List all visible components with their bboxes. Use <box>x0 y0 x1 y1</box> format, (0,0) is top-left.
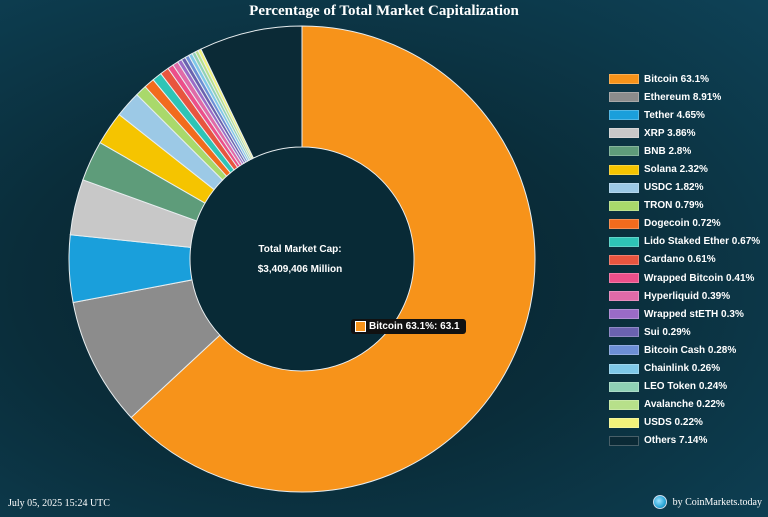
legend-item[interactable]: Avalanche 0.22% <box>609 396 768 414</box>
legend-swatch <box>609 128 639 139</box>
timestamp: July 05, 2025 15:24 UTC <box>8 498 110 509</box>
legend-item[interactable]: USDS 0.22% <box>609 414 768 432</box>
legend-item[interactable]: Bitcoin 63.1% <box>609 70 768 88</box>
legend-item[interactable]: XRP 3.86% <box>609 124 768 142</box>
legend-item[interactable]: Chainlink 0.26% <box>609 360 768 378</box>
legend-swatch <box>609 164 639 175</box>
legend-label: Bitcoin Cash 0.28% <box>644 344 737 356</box>
legend-label: Lido Staked Ether 0.67% <box>644 236 761 248</box>
legend-label: LEO Token 0.24% <box>644 381 728 393</box>
legend-item[interactable]: Sui 0.29% <box>609 323 768 341</box>
legend-label: Chainlink 0.26% <box>644 363 721 375</box>
legend-swatch <box>609 182 639 193</box>
tooltip-text: Bitcoin 63.1%: 63.1 <box>369 321 460 332</box>
slice-bitcoin-0[interactable] <box>130 25 536 493</box>
legend-item[interactable]: Wrapped Bitcoin 0.41% <box>609 269 768 287</box>
legend: Bitcoin 63.1% Ethereum 8.91% Tether 4.65% X… <box>609 70 768 450</box>
legend-swatch <box>609 309 639 320</box>
legend-swatch <box>609 345 639 356</box>
legend-item[interactable]: LEO Token 0.24% <box>609 378 768 396</box>
legend-label: Solana 2.32% <box>644 164 708 176</box>
legend-swatch <box>609 273 639 284</box>
legend-item[interactable]: Wrapped stETH 0.3% <box>609 305 768 323</box>
legend-item[interactable]: Tether 4.65% <box>609 106 768 124</box>
center-value: $3,409,406 Million <box>257 264 343 275</box>
legend-label: Cardano 0.61% <box>644 254 716 266</box>
legend-item[interactable]: USDC 1.82% <box>609 179 768 197</box>
legend-label: BNB 2.8% <box>644 145 692 157</box>
legend-swatch <box>609 327 639 338</box>
legend-swatch <box>609 74 639 85</box>
tooltip: Bitcoin 63.1%: 63.1 <box>351 319 466 334</box>
legend-label: USDC 1.82% <box>644 182 704 194</box>
legend-item[interactable]: Others 7.14% <box>609 432 768 450</box>
legend-item[interactable]: Solana 2.32% <box>609 160 768 178</box>
legend-swatch <box>609 110 639 121</box>
legend-swatch <box>609 291 639 302</box>
tooltip-swatch <box>355 321 366 332</box>
legend-label: Bitcoin 63.1% <box>644 73 710 85</box>
globe-icon <box>652 495 667 509</box>
center-label: Total Market Cap: <box>258 244 342 255</box>
legend-label: Sui 0.29% <box>644 326 691 338</box>
legend-label: USDS 0.22% <box>644 417 703 429</box>
legend-swatch <box>609 363 639 374</box>
legend-swatch <box>609 417 639 428</box>
legend-item[interactable]: TRON 0.79% <box>609 197 768 215</box>
legend-swatch <box>609 146 639 157</box>
legend-label: Tether 4.65% <box>644 109 705 121</box>
legend-swatch <box>609 381 639 392</box>
legend-item[interactable]: Lido Staked Ether 0.67% <box>609 233 768 251</box>
legend-label: Ethereum 8.91% <box>644 91 722 103</box>
legend-swatch <box>609 254 639 265</box>
legend-item[interactable]: Bitcoin Cash 0.28% <box>609 341 768 359</box>
credit-text[interactable]: by CoinMarkets.today <box>672 496 762 508</box>
legend-item[interactable]: BNB 2.8% <box>609 142 768 160</box>
legend-swatch <box>609 399 639 410</box>
legend-label: XRP 3.86% <box>644 127 696 139</box>
legend-swatch <box>609 236 639 247</box>
donut-hole <box>191 148 413 370</box>
credit[interactable]: by CoinMarkets.today <box>652 495 762 509</box>
legend-swatch <box>609 92 639 103</box>
legend-label: Wrapped Bitcoin 0.41% <box>644 272 755 284</box>
legend-swatch <box>609 200 639 211</box>
donut-chart <box>68 25 536 493</box>
legend-label: Avalanche 0.22% <box>644 399 725 411</box>
slice-others-20[interactable] <box>200 25 303 159</box>
legend-item[interactable]: Dogecoin 0.72% <box>609 215 768 233</box>
legend-swatch <box>609 218 639 229</box>
legend-label: TRON 0.79% <box>644 200 704 212</box>
legend-swatch <box>609 435 639 446</box>
legend-label: Others 7.14% <box>644 435 708 447</box>
legend-label: Dogecoin 0.72% <box>644 218 721 230</box>
legend-item[interactable]: Hyperliquid 0.39% <box>609 287 768 305</box>
chart-title: Percentage of Total Market Capitalizatio… <box>249 3 519 19</box>
legend-item[interactable]: Cardano 0.61% <box>609 251 768 269</box>
legend-label: Wrapped stETH 0.3% <box>644 308 744 320</box>
legend-label: Hyperliquid 0.39% <box>644 290 731 302</box>
legend-item[interactable]: Ethereum 8.91% <box>609 88 768 106</box>
